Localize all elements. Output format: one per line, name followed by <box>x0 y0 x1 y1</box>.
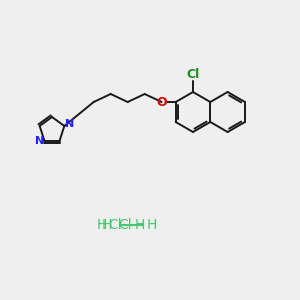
Text: H: H <box>97 218 107 232</box>
Text: N: N <box>35 136 44 146</box>
Text: H: H <box>147 218 158 232</box>
Text: Cl: Cl <box>186 68 200 80</box>
Text: H: H <box>135 218 146 232</box>
Text: N: N <box>65 119 74 129</box>
Text: H: H <box>102 218 112 232</box>
Text: O: O <box>156 95 167 109</box>
Text: Cl: Cl <box>118 218 132 232</box>
Text: Cl: Cl <box>108 218 122 232</box>
